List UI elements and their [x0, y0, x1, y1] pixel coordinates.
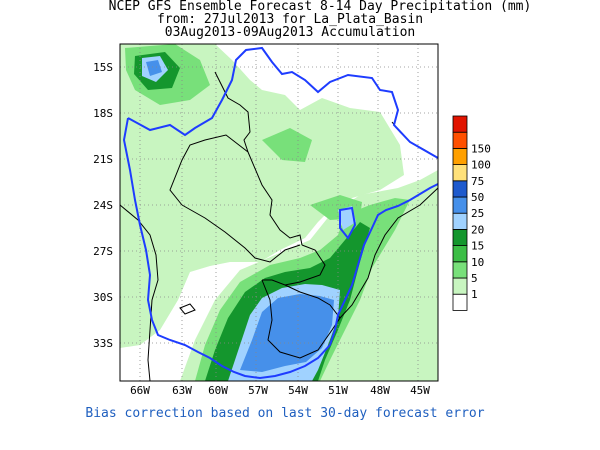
- coastline-south: [339, 187, 439, 319]
- legend-swatch: [452, 115, 468, 133]
- border-argentina-brazil: [262, 244, 326, 286]
- border-paraguay-brazil: [247, 151, 303, 246]
- legend-level-label: 100: [471, 159, 491, 172]
- basin-outline: [122, 46, 439, 380]
- legend-swatch: [452, 147, 468, 165]
- legend-swatch: [452, 277, 468, 295]
- legend-swatch: [452, 131, 468, 149]
- lon-label: 51W: [328, 384, 348, 397]
- legend-swatch: [452, 180, 468, 198]
- border-argentina-chile: [119, 204, 159, 382]
- legend-swatch: [452, 293, 468, 311]
- grid-lines: [120, 44, 438, 381]
- legend-swatch: [452, 164, 468, 182]
- bias-correction-note: Bias correction based on last 30-day for…: [85, 406, 485, 421]
- plot-area: [119, 43, 439, 382]
- precip-area-25-50mm-north: [146, 60, 162, 76]
- lat-label: 24S: [93, 199, 113, 212]
- map-title-line-2: from: 27Jul2013 for La_Plata_Basin: [156, 12, 424, 27]
- legend-swatch: [452, 228, 468, 246]
- lon-label: 60W: [208, 384, 228, 397]
- lake-small: [179, 303, 196, 315]
- map-title-line-1: NCEP GFS Ensemble Forecast 8-14 Day Prec…: [108, 0, 532, 14]
- legend-level-label: 75: [471, 175, 484, 188]
- legend-level-label: 10: [471, 256, 484, 269]
- legend-level-label: 15: [471, 240, 484, 253]
- lat-label: 18S: [93, 107, 113, 120]
- plot-frame: [119, 43, 439, 382]
- legend-level-label: 50: [471, 191, 484, 204]
- border-uruguay: [261, 279, 341, 359]
- border-bolivia-paraguay: [169, 134, 249, 206]
- legend-swatch: [452, 261, 468, 279]
- map-title-line-3: 03Aug2013-09Aug2013 Accumulation: [164, 25, 416, 40]
- border-argentina-paraguay: [181, 204, 301, 263]
- lon-label: 57W: [248, 384, 268, 397]
- legend-swatch: [452, 196, 468, 214]
- lat-label: 27S: [93, 245, 113, 258]
- lon-label: 48W: [370, 384, 390, 397]
- lon-label: 54W: [288, 384, 308, 397]
- precip-area-5-10mm-center: [262, 128, 312, 162]
- lat-label: 15S: [93, 61, 113, 74]
- lon-label: 63W: [172, 384, 192, 397]
- lat-label: 21S: [93, 153, 113, 166]
- lat-labels: 15S 18S 21S 24S 27S 30S 33S: [93, 61, 113, 350]
- precip-area-20-25mm-se: [338, 206, 356, 230]
- legend-swatch: [452, 212, 468, 230]
- legend-level-label: 20: [471, 223, 484, 236]
- legend-level-label: 150: [471, 142, 491, 155]
- precip-area-25-50mm: [240, 294, 334, 372]
- precip-area-1-5mm: [120, 44, 404, 348]
- legend-level-label: 25: [471, 207, 484, 220]
- lon-label: 45W: [410, 384, 430, 397]
- legend-swatch: [452, 245, 468, 263]
- lat-label: 30S: [93, 291, 113, 304]
- legend-level-label: 5: [471, 272, 478, 285]
- lon-label: 66W: [130, 384, 150, 397]
- lat-label: 33S: [93, 337, 113, 350]
- legend-level-label: 1: [471, 288, 478, 301]
- border-bolivia-brazil: [214, 71, 251, 153]
- lon-labels: 66W 63W 60W 57W 54W 51W 48W 45W: [130, 384, 430, 397]
